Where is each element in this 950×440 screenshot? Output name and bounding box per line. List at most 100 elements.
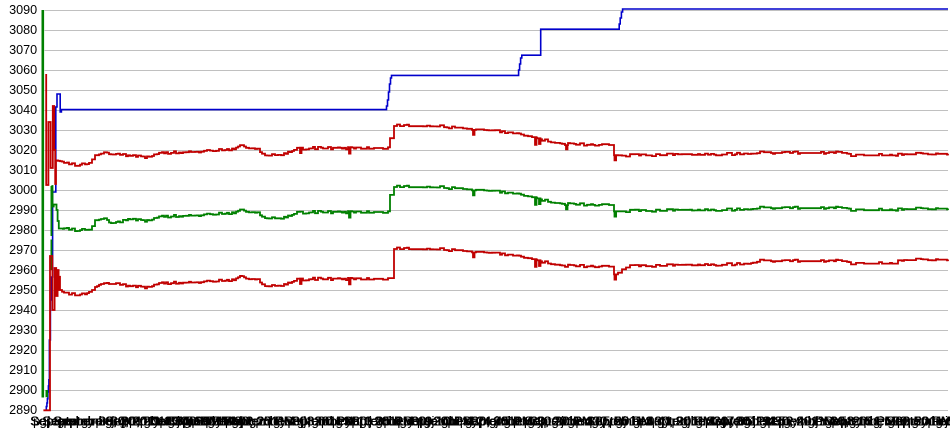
svg-text:3040: 3040 [9,103,37,117]
svg-text:3030: 3030 [9,123,37,137]
svg-text:2890: 2890 [9,403,37,417]
svg-text:p: p [480,414,487,429]
svg-text:y: y [216,414,223,429]
svg-text:q: q [777,414,784,429]
svg-text:g: g [376,414,383,429]
svg-text:2950: 2950 [9,283,37,297]
svg-text:g: g [912,414,919,429]
svg-text:j: j [239,414,243,429]
svg-text:September 30, 2011 3:45:40 PM: September 30, 2011 3:45:40 PM [31,414,221,429]
svg-text:September 30, 2011 4:08:00 PM: September 30, 2011 4:08:00 PM [167,414,357,429]
svg-text:g: g [528,414,535,429]
svg-text:p: p [448,414,455,429]
svg-text:p: p [640,414,647,429]
svg-text:September 30, 2011 3:45:40 PM: September 30, 2011 3:45:40 PM [30,414,220,429]
svg-text:September 30, 2011 4:30:20 PM: September 30, 2011 4:30:20 PM [403,414,593,429]
svg-text:September 30, 2011 4:19:10 PM: September 30, 2011 4:19:10 PM [285,414,475,429]
svg-text:j: j [368,414,372,429]
svg-text:g: g [105,414,112,429]
svg-text:g: g [616,414,623,429]
svg-text:2970: 2970 [9,243,37,257]
svg-text:p: p [417,414,424,429]
svg-text:September 30, 2011 5:15:00 PM: September 30, 2011 5:15:00 PM [886,414,950,429]
svg-text:g: g [744,414,751,429]
svg-text:q: q [72,414,79,429]
svg-text:September 30, 2011 4:35:55 PM: September 30, 2011 4:35:55 PM [462,414,652,429]
svg-text:September 30, 2011 4:41:30 PM: September 30, 2011 4:41:30 PM [525,414,715,429]
svg-text:September 30, 2011 3:56:50 PM: September 30, 2011 3:56:50 PM [54,414,244,429]
svg-text:j: j [944,414,948,429]
svg-text:September 30, 2011 4:52:40 PM: September 30, 2011 4:52:40 PM [645,414,835,429]
svg-text:2990: 2990 [9,203,37,217]
svg-text:q: q [201,414,208,429]
svg-text:3090: 3090 [9,3,37,17]
svg-text:p: p [576,414,583,429]
svg-text:2900: 2900 [9,383,37,397]
svg-text:p: p [64,414,71,429]
svg-text:y: y [472,414,479,429]
svg-text:j: j [111,414,115,429]
svg-text:y: y [729,414,736,429]
svg-text:g: g [120,414,127,429]
svg-text:September 30, 2011 5:15:00 PM: September 30, 2011 5:15:00 PM [887,414,950,429]
svg-text:g: g [441,414,448,429]
svg-text:g: g [424,414,431,429]
svg-text:p: p [705,414,712,429]
svg-text:j: j [879,414,883,429]
svg-text:j: j [560,414,564,429]
svg-text:g: g [232,414,239,429]
svg-text:g: g [184,414,191,429]
svg-text:2960: 2960 [9,263,37,277]
svg-text:q: q [712,414,719,429]
svg-text:p: p [321,414,328,429]
svg-text:q: q [520,414,527,429]
svg-text:j: j [752,414,756,429]
svg-text:y: y [792,414,799,429]
svg-text:September 30, 2011 4:08:00 PM: September 30, 2011 4:08:00 PM [166,414,356,429]
svg-text:q: q [648,414,655,429]
svg-text:3000: 3000 [9,183,37,197]
svg-text:p: p [256,414,263,429]
svg-text:p: p [96,414,103,429]
svg-text:p: p [288,414,295,429]
svg-text:q: q [328,414,335,429]
svg-text:g: g [400,414,407,429]
svg-text:3020: 3020 [9,143,37,157]
svg-text:p: p [129,414,136,429]
svg-text:q: q [840,414,847,429]
svg-text:g: g [81,414,88,429]
svg-text:g: g [552,414,559,429]
svg-text:3080: 3080 [9,23,37,37]
svg-text:y: y [153,414,160,429]
svg-text:y: y [856,414,863,429]
svg-text:p: p [33,414,40,429]
svg-text:g: g [249,414,256,429]
svg-text:g: g [504,414,511,429]
svg-text:g: g [297,414,304,429]
svg-text:y: y [921,414,928,429]
svg-text:q: q [136,414,143,429]
svg-text:g: g [760,414,767,429]
svg-text:g: g [360,414,367,429]
svg-text:September 30, 2011 5:03:50 PM: September 30, 2011 5:03:50 PM [763,414,950,429]
svg-text:g: g [825,414,832,429]
svg-text:j: j [47,414,51,429]
svg-text:September 30, 2011 3:51:15 PM: September 30, 2011 3:51:15 PM [42,414,232,429]
svg-text:y: y [664,414,671,429]
svg-text:j: j [431,414,435,429]
svg-text:j: j [303,414,307,429]
svg-text:2940: 2940 [9,303,37,317]
svg-text:2920: 2920 [9,343,37,357]
svg-text:g: g [633,414,640,429]
svg-text:j: j [687,414,691,429]
svg-text:p: p [225,414,232,429]
svg-text:p: p [160,414,167,429]
svg-text:g: g [208,414,215,429]
svg-text:September 30, 2011 4:24:45 PM: September 30, 2011 4:24:45 PM [344,414,534,429]
svg-text:p: p [736,414,743,429]
svg-text:September 30, 2011 4:58:15 PM: September 30, 2011 4:58:15 PM [707,414,897,429]
svg-text:y: y [600,414,607,429]
svg-text:p: p [928,414,935,429]
svg-text:September 30, 2011 4:30:20 PM: September 30, 2011 4:30:20 PM [404,414,594,429]
svg-text:September 30, 2011 4:35:55 PM: September 30, 2011 4:35:55 PM [463,414,653,429]
